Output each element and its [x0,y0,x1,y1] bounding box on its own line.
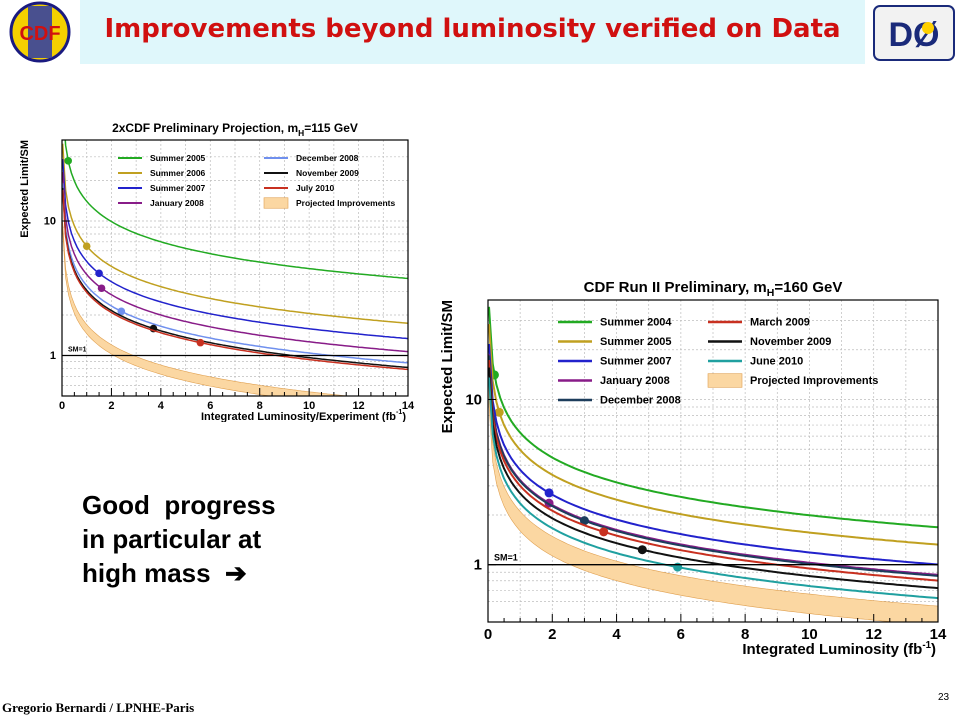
undefined-y-axis-label: Expected Limit/SM [19,140,31,238]
undefined-y-tick-label: 10 [44,216,56,228]
d0-logo: DØ [873,5,955,61]
undefined-legend-label: Projected Improvements [750,375,878,387]
undefined-legend-swatch-band [707,373,743,388]
undefined-x-tick-label: 6 [677,626,685,643]
undefined-x-axis-label: Integrated Luminosity (fb-1) [742,640,936,658]
undefined-x-tick-label: 0 [59,400,65,412]
undefined-sm-label: SM=1 [68,347,87,354]
undefined-series-summer-2007 [62,159,408,340]
chart-right-160gev: SM=1 0 2 4 6 8 10 12 14 1 10 CDF Run II Preliminary… [439,279,947,658]
undefined-curves [488,306,938,622]
undefined-y-tick-label: 1 [50,350,56,362]
arrow-icon: ➔ [225,558,247,588]
undefined-chart-title: 2xCDF Preliminary Projection, mH=115 GeV [112,121,358,138]
undefined-series-summer-2005 [488,324,938,546]
undefined-x-tick-label: 10 [801,626,818,643]
undefined-legend-label: Summer 2007 [600,356,672,368]
undefined-legend-label: January 2008 [150,198,204,208]
slide-number: 23 [938,692,950,703]
undefined-series-january-2008 [62,172,408,353]
undefined-marker-december-2008 [579,516,589,526]
undefined-series-summer-2004 [488,306,938,529]
progress-text: Good progress in particular at high mass… [82,488,382,590]
undefined-marker-january-2008 [97,284,106,293]
undefined-ticks [487,614,939,622]
undefined-marker-summer-2005 [494,407,504,417]
undefined-legend-label: November 2009 [296,168,359,178]
footer-author: Gregorio Bernardi / LPNHE-Paris [2,700,195,715]
undefined-y-tick-label: 1 [474,557,482,574]
undefined-marker-june-2010 [673,562,683,572]
undefined-legend-label: Summer 2007 [150,183,206,193]
d0-logo-text: DØ [889,16,940,54]
undefined-legend-label: Summer 2005 [150,153,206,163]
undefined-projected-band [488,385,938,622]
undefined-series-summer-2005 [64,140,408,280]
undefined-y-axis-label: Expected Limit/SM [439,300,456,433]
undefined-x-tick-label: 8 [257,400,263,412]
progress-line-1: Good progress [82,490,276,520]
undefined-legend-label: Summer 2006 [150,168,206,178]
undefined-marker-december-2008 [117,307,126,316]
undefined-legend-label: Summer 2004 [600,317,672,329]
undefined-series-summer-2007 [488,343,938,566]
undefined-series-november-2009 [62,187,408,369]
undefined-sm-label: SM=1 [494,553,518,563]
undefined-marker-summer-2006 [82,242,91,250]
cdf-logo: CDF [9,1,71,63]
undefined-marker-summer-2005 [64,157,72,165]
undefined-x-tick-label: 8 [741,626,749,643]
undefined-chart-title: CDF Run II Preliminary, mH=160 GeV [584,279,843,299]
progress-line-3-text: high mass [82,558,211,588]
undefined-legend-swatch-band [263,197,289,209]
undefined-x-tick-label: 14 [402,400,415,412]
title-bar [80,0,865,64]
undefined-x-tick-label: 6 [207,400,213,412]
undefined-legend-label: March 2009 [750,317,810,329]
undefined-x-tick-label: 10 [303,400,315,412]
undefined-x-tick-label: 2 [108,400,114,412]
undefined-marker-summer-2007 [544,488,554,498]
undefined-x-tick-label: 12 [352,400,364,412]
undefined-legend-label: Summer 2005 [600,336,672,348]
undefined-projected-band [62,222,351,396]
undefined-legend-label: December 2008 [296,153,359,163]
cdf-logo-text: CDF [19,23,60,45]
undefined-y-tick-label: 10 [465,391,482,408]
undefined-legend: Summer 2005 Summer 2006 Summer 2007 January… [118,153,395,209]
undefined-x-tick-label: 14 [930,626,947,643]
undefined-series-summer-2006 [62,143,408,324]
undefined-x-tick-label: 2 [548,626,556,643]
undefined-legend-label: January 2008 [600,375,670,387]
undefined-x-tick-label: 0 [484,626,492,643]
undefined-x-axis-label: Integrated Luminosity/Experiment (fb-1) [201,408,406,422]
undefined-legend-label: November 2009 [750,336,831,348]
undefined-marker-july-2010 [196,338,205,347]
undefined-x-tick-label: 12 [865,626,882,643]
undefined-marker-summer-2007 [95,269,103,278]
undefined-legend-label: Projected Improvements [296,198,395,208]
undefined-x-tick-label: 4 [612,626,621,643]
undefined-series-november-2009 [488,367,938,590]
chart-left-115gev: SM=1 0 2 4 6 8 10 12 14 1 10 2xCDF Preliminary Proj… [19,121,415,422]
undefined-legend: Summer 2004 Summer 2005 Summer 2007 January… [558,317,878,407]
undefined-ticks [61,388,409,396]
undefined-curves [62,140,408,396]
undefined-marker-march-2009 [599,527,609,537]
undefined-x-tick-label: 4 [158,400,165,412]
undefined-series-july-2010 [62,189,408,371]
slide-title: Improvements beyond luminosity verified … [104,14,841,44]
undefined-series-march-2009 [488,360,938,582]
undefined-series-december-2008 [488,355,938,577]
undefined-legend-label: December 2008 [600,395,681,407]
progress-line-3: high mass ➔ [82,556,382,590]
undefined-legend-label: June 2010 [750,356,803,368]
undefined-legend-label: July 2010 [296,183,335,193]
undefined-marker-november-2009 [637,545,647,555]
progress-line-2: in particular at [82,524,262,554]
undefined-series-june-2010 [488,377,938,600]
